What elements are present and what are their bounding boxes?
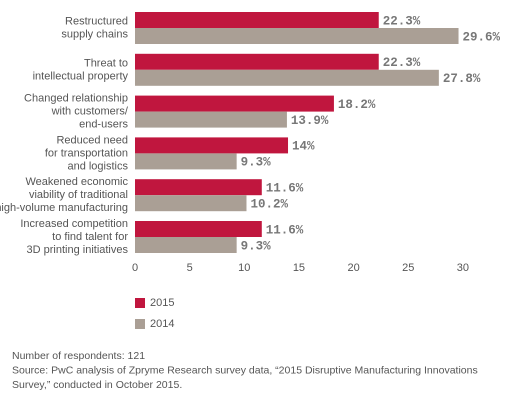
bar xyxy=(135,195,247,212)
category-label-line: for transportation xyxy=(45,147,128,159)
legend-swatch xyxy=(135,298,145,308)
x-tick-label: 25 xyxy=(402,262,414,274)
value-label: 10.2% xyxy=(250,197,288,211)
category-label-line: 3D printing initiatives xyxy=(27,244,129,256)
bar xyxy=(135,95,334,112)
category-label-line: intellectual property xyxy=(33,70,129,82)
category-label-line: to find talent for xyxy=(52,231,128,243)
category-label-line: supply chains xyxy=(61,28,128,40)
category-label-line: Increased competition xyxy=(20,218,128,230)
legend-swatch xyxy=(135,319,145,329)
bar xyxy=(135,237,237,253)
note: Source: PwC analysis of Zpryme Research … xyxy=(12,364,478,376)
category-label-line: with customers/ xyxy=(51,106,129,118)
value-label: 14% xyxy=(292,140,315,154)
category-label-line: Reduced need xyxy=(56,134,128,146)
x-tick-label: 0 xyxy=(132,262,138,274)
x-tick-label: 5 xyxy=(187,262,193,274)
value-label: 27.8% xyxy=(443,72,481,86)
bar xyxy=(135,137,289,154)
category-label: Increased competition to find talent for 3… xyxy=(20,218,128,256)
x-tick-label: 30 xyxy=(457,262,469,274)
bar xyxy=(135,12,379,28)
x-tick-label: 20 xyxy=(347,262,359,274)
value-label: 9.3% xyxy=(241,239,272,253)
value-label: 22.3% xyxy=(383,56,421,70)
legend-label: 2015 xyxy=(150,297,174,309)
category-label-line: Changed relationship xyxy=(24,93,128,105)
bar xyxy=(135,111,287,128)
category-label: Weakened economic viability of traditiona… xyxy=(0,176,128,214)
legend-label: 2014 xyxy=(150,318,174,330)
bar xyxy=(135,53,379,70)
value-label: 18.2% xyxy=(338,98,376,112)
category-label-line: Threat to xyxy=(84,57,128,69)
note: Number of respondents: 121 xyxy=(12,350,145,362)
category-label-line: Weakened economic xyxy=(25,176,128,188)
value-label: 11.6% xyxy=(266,181,304,195)
value-label: 13.9% xyxy=(291,114,329,128)
value-label: 29.6% xyxy=(463,30,501,44)
category-label: Threat to intellectual property xyxy=(33,57,129,82)
value-label: 11.6% xyxy=(266,223,304,237)
category-label-line: and logistics xyxy=(67,160,128,172)
x-tick-label: 10 xyxy=(238,262,250,274)
category-label-line: viability of traditional xyxy=(29,189,128,201)
category-label-line: Restructured xyxy=(65,15,128,27)
value-label: 9.3% xyxy=(241,156,272,170)
bar xyxy=(135,69,439,86)
category-label: Reduced need for transportation and logist… xyxy=(45,134,129,172)
bar xyxy=(135,153,237,170)
value-label: 22.3% xyxy=(383,14,421,28)
category-label-line: end-users xyxy=(79,119,128,131)
note: Survey,” conducted in October 2015. xyxy=(12,379,182,391)
bar xyxy=(135,28,459,44)
category-label: Restructured supply chains xyxy=(61,15,128,40)
bar xyxy=(135,179,262,196)
x-tick-label: 15 xyxy=(293,262,305,274)
category-label: Changed relationship with customers/end-u… xyxy=(24,93,129,131)
bar xyxy=(135,221,262,237)
category-label-line: high-volume manufacturing xyxy=(0,202,128,214)
